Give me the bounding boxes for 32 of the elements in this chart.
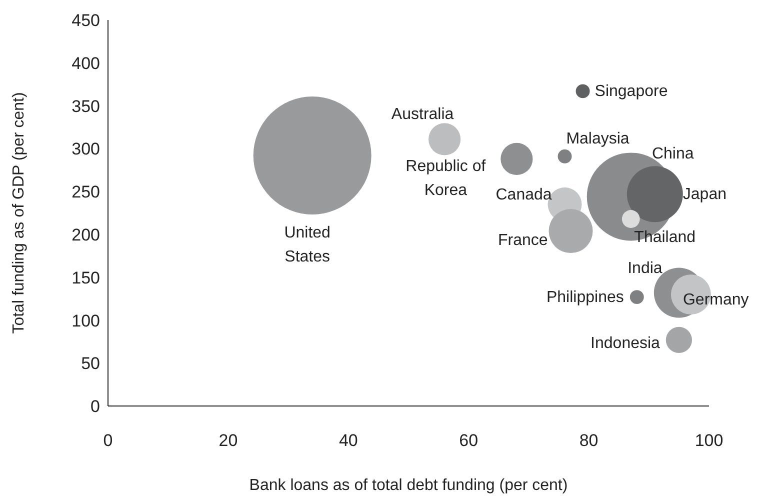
x-tick-label: 60	[459, 431, 478, 450]
series-label: China	[652, 145, 694, 162]
series-label: Republic of Korea	[406, 157, 486, 198]
x-tick-label: 40	[338, 431, 358, 450]
y-tick-label: 350	[72, 96, 100, 116]
series-label: Germany	[682, 290, 749, 308]
series-label: Canada	[496, 186, 552, 203]
y-tick-label: 250	[72, 182, 100, 202]
y-tick-label: 300	[72, 140, 100, 159]
series-label: France	[498, 232, 548, 249]
y-tick-label: 0	[90, 397, 100, 416]
x-tick-label: 20	[218, 431, 238, 450]
y-tick-label: 100	[72, 311, 100, 330]
series-label: Singapore	[594, 82, 668, 100]
y-tick-label: 200	[72, 225, 100, 244]
x-tick-label: 100	[694, 431, 724, 450]
series-label: Indonesia	[590, 334, 660, 352]
y-tick-label: 50	[81, 354, 100, 374]
series-label: Thailand	[634, 228, 696, 246]
y-tick-label: 400	[72, 54, 100, 73]
y-tick-label: 150	[72, 268, 100, 288]
x-tick-label: 0	[103, 431, 113, 450]
x-tick-label: 80	[579, 431, 598, 450]
series-label: Australia	[391, 106, 454, 123]
x-axis-title: Bank loans as of total debt funding (per cent)	[249, 477, 568, 494]
series-label: United States	[284, 224, 330, 266]
y-axis-title: Total funding as of GDP (per cent)	[10, 92, 28, 334]
series-label: Malaysia	[566, 130, 630, 147]
series-label: Japan	[682, 186, 727, 203]
series-label: Philippines	[546, 288, 624, 306]
series-label: India	[628, 259, 662, 276]
y-tick-label: 450	[72, 11, 100, 30]
